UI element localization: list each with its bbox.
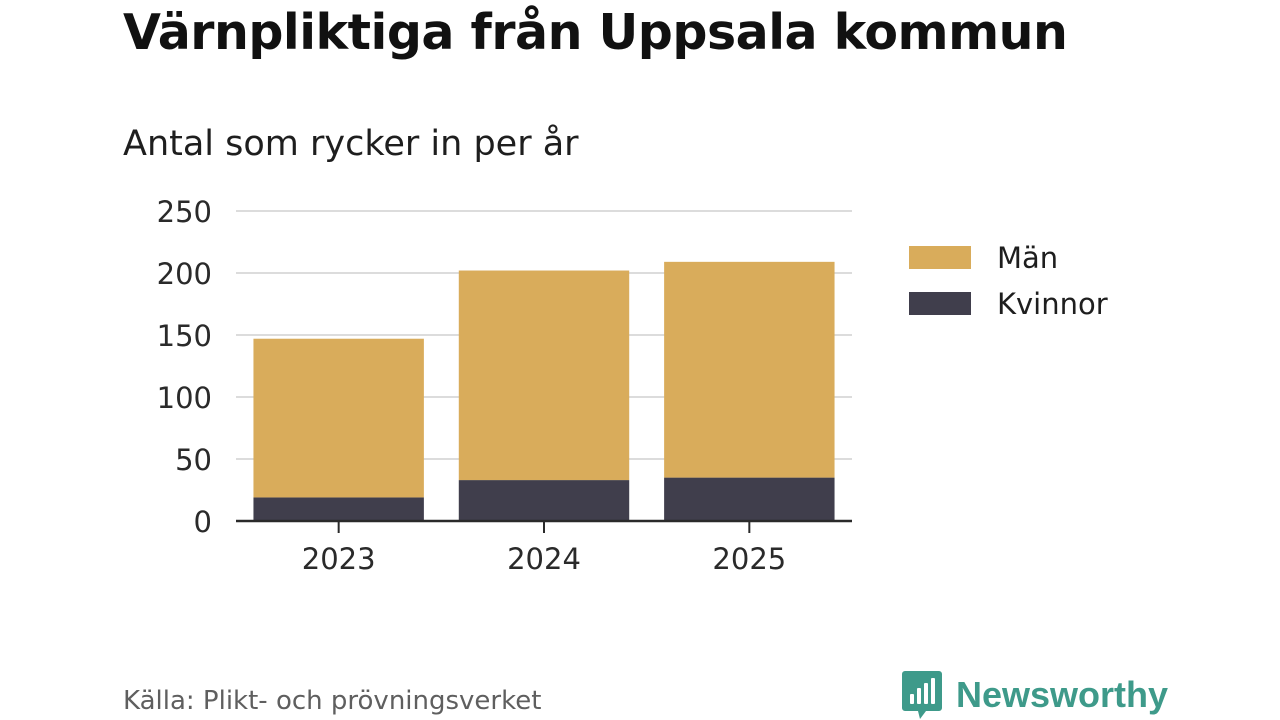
axes: 0 50 100 150 200 250 2023 2024 2025 — [157, 195, 852, 576]
y-tick-label: 250 — [157, 195, 212, 229]
legend: Män Kvinnor — [909, 241, 1108, 321]
y-tick-label: 50 — [175, 443, 212, 477]
y-tick-label: 200 — [157, 257, 212, 291]
source-credit: Källa: Plikt- och prövningsverket — [123, 686, 542, 716]
y-tick-label: 0 — [194, 505, 212, 539]
x-tick-label: 2023 — [302, 542, 376, 576]
chart-title: Värnpliktiga från Uppsala kommun — [123, 4, 1068, 61]
bars — [253, 261, 835, 521]
y-tick-label: 150 — [157, 319, 212, 353]
bar-kvinnor-2023 — [253, 497, 424, 521]
bar-kvinnor-2025 — [664, 477, 835, 521]
legend-label-kvinnor: Kvinnor — [997, 287, 1108, 321]
brand-name: Newsworthy — [956, 674, 1169, 715]
legend-label-män: Män — [997, 241, 1058, 275]
bar-kvinnor-2024 — [458, 480, 630, 521]
brand-logo: Newsworthy — [902, 670, 1168, 720]
x-tick-label: 2025 — [712, 542, 786, 576]
chart-subtitle: Antal som rycker in per år — [123, 124, 579, 164]
newsworthy-logo-icon — [902, 671, 942, 719]
bar-män-2023 — [253, 338, 424, 498]
bar-män-2025 — [664, 261, 835, 478]
bar-män-2024 — [458, 270, 630, 481]
x-tick-label: 2024 — [507, 542, 581, 576]
legend-swatch-kvinnor — [909, 292, 971, 315]
y-tick-label: 100 — [157, 381, 212, 415]
legend-swatch-män — [909, 246, 971, 269]
